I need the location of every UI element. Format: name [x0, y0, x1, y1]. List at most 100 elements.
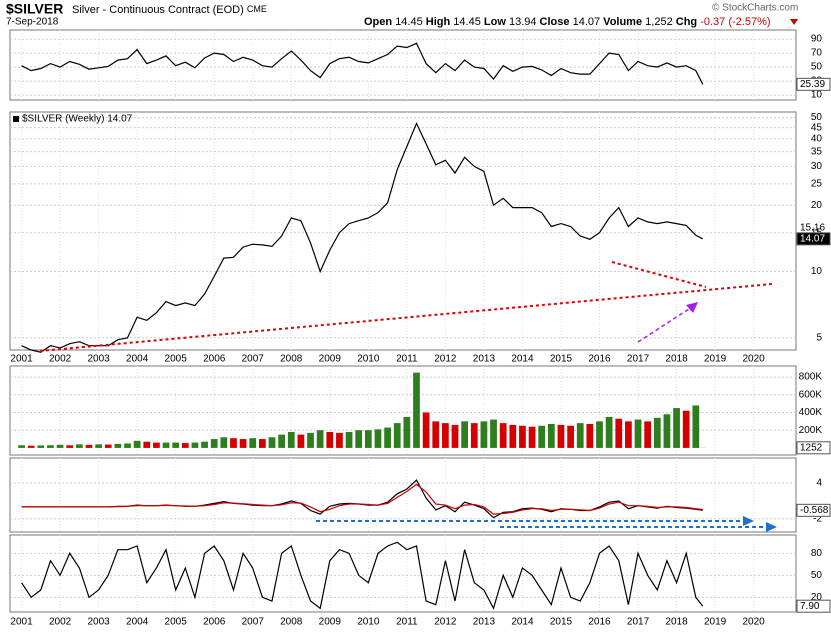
- y-tick-label: 30: [811, 161, 823, 172]
- chg-label: Chg: [676, 16, 697, 28]
- high: 14.45: [453, 16, 481, 28]
- y-tick-label: 50: [811, 62, 823, 73]
- y-tick-label: 70: [811, 48, 823, 59]
- y-tick-label: 50: [811, 112, 823, 123]
- last-value-label: 1252: [800, 442, 823, 453]
- volume-bar: [500, 423, 507, 448]
- volume-bar: [134, 441, 141, 448]
- x-tick-label: 2001: [10, 617, 33, 628]
- volume-bar: [664, 414, 671, 448]
- y-tick-label: 80: [811, 548, 823, 559]
- volume-bar: [259, 439, 266, 448]
- x-tick-label: 2018: [665, 617, 688, 628]
- x-tick-label: 2011: [396, 354, 418, 365]
- panels: 103050709025.392001200220032004200520062…: [10, 30, 830, 628]
- panel-frame: [10, 30, 796, 100]
- volume-bar: [442, 423, 449, 448]
- y-tick-label: 20: [811, 200, 823, 211]
- legend-text: $SILVER (Weekly) 14.07: [22, 114, 133, 125]
- x-tick-label: 2015: [550, 617, 573, 628]
- y-tick-label: 40: [811, 134, 823, 145]
- y-tick-label: 200K: [799, 425, 823, 436]
- x-tick-label: 2002: [49, 354, 72, 365]
- high-label: High: [426, 16, 451, 28]
- x-tick-label: 2020: [742, 617, 765, 628]
- x-tick-label: 2008: [280, 617, 303, 628]
- volume-bar: [355, 430, 362, 448]
- x-tick-label: 2013: [473, 617, 496, 628]
- volume-bar: [375, 429, 382, 448]
- x-tick-label: 2006: [203, 354, 226, 365]
- volume-bar: [18, 445, 25, 448]
- y-tick-label: 10: [811, 266, 823, 277]
- volume-bar: [413, 373, 420, 448]
- last-value-label: -0.568: [800, 505, 829, 516]
- volume-bar: [95, 444, 102, 448]
- volume-bar: [471, 423, 478, 448]
- volume-bar: [153, 443, 160, 448]
- close-label: Close: [540, 16, 570, 28]
- panel-frame: [10, 112, 796, 350]
- volume-bar: [163, 443, 170, 448]
- volume-bar: [182, 443, 189, 448]
- volume-bar: [394, 423, 401, 448]
- volume-label: Volume: [603, 16, 642, 28]
- volume-bar: [673, 408, 680, 448]
- y-tick-label: 4: [816, 478, 822, 489]
- x-tick-label: 2005: [165, 617, 188, 628]
- x-tick-label: 2001: [10, 354, 33, 365]
- x-tick-label: 2007: [242, 617, 265, 628]
- volume-bar: [47, 445, 54, 448]
- y-tick-label: 45: [811, 122, 823, 133]
- volume-bar: [586, 424, 593, 448]
- volume-bar: [76, 444, 83, 448]
- date: 7-Sep-2018: [6, 17, 59, 28]
- x-tick-label: 2019: [704, 617, 727, 628]
- volume-bar: [336, 433, 343, 448]
- y-tick-label: 5: [816, 332, 822, 343]
- volume-bar: [548, 424, 555, 448]
- x-tick-label: 2012: [434, 617, 457, 628]
- volume-bar: [558, 425, 565, 448]
- volume-bar: [654, 418, 661, 448]
- low-label: Low: [484, 16, 506, 28]
- open: 14.45: [395, 16, 423, 28]
- volume-bar: [365, 430, 372, 448]
- volume-bar: [201, 442, 208, 448]
- volume-bar: [625, 421, 632, 448]
- y-tick-label: 35: [811, 146, 823, 157]
- volume-bar: [490, 420, 497, 448]
- volume-bar: [567, 426, 574, 448]
- y-tick-label: 600K: [799, 389, 823, 400]
- volume-bar: [481, 421, 488, 448]
- exchange: CME: [247, 4, 267, 14]
- x-tick-label: 2011: [396, 617, 418, 628]
- volume-bar: [28, 446, 35, 448]
- x-tick-label: 2010: [357, 617, 380, 628]
- volume-bar: [461, 421, 468, 448]
- x-tick-label: 2017: [627, 617, 650, 628]
- x-tick-label: 2014: [511, 354, 534, 365]
- x-tick-label: 2012: [434, 354, 457, 365]
- volume-bar: [529, 427, 536, 448]
- volume-bar: [66, 445, 73, 448]
- x-tick-label: 2004: [126, 617, 149, 628]
- name: Silver - Continuous Contract (EOD): [72, 4, 244, 16]
- volume-bar: [432, 421, 439, 448]
- volume-bar: [346, 432, 353, 448]
- y-tick-label: 10: [811, 90, 823, 101]
- y-tick-label: 90: [811, 34, 823, 45]
- volume-bar: [124, 443, 131, 447]
- volume-bar: [596, 421, 603, 448]
- volume-bar: [211, 439, 218, 448]
- volume-bar: [423, 412, 430, 447]
- volume: 1,252: [645, 16, 673, 28]
- volume-bar: [509, 425, 516, 448]
- volume-bar: [635, 420, 642, 448]
- quote-line: Open 14.45 High 14.45 Low 13.94 Close 14…: [364, 16, 771, 28]
- x-tick-label: 2018: [665, 354, 688, 365]
- volume-bar: [172, 443, 179, 448]
- y-tick-label: 50: [811, 570, 823, 581]
- x-tick-label: 2017: [627, 354, 650, 365]
